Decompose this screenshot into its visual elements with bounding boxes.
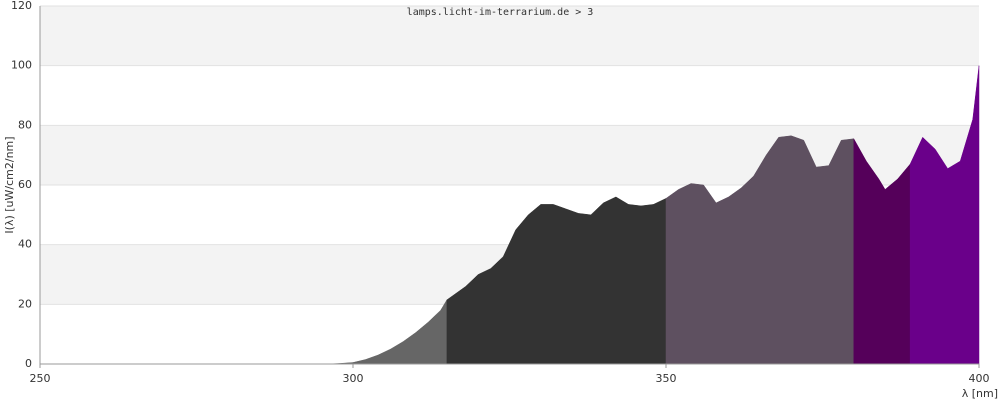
x-tick-label: 250: [30, 372, 51, 385]
area: [446, 196, 667, 365]
x-tick-label: 300: [343, 372, 364, 385]
area: [909, 65, 980, 365]
grid-band: [40, 6, 979, 66]
y-tick-label: 40: [18, 238, 32, 251]
areas: [40, 65, 980, 365]
y-tick-label: 120: [11, 0, 32, 12]
area: [40, 298, 448, 365]
x-tick-label: 400: [969, 372, 990, 385]
y-tick-label: 0: [25, 357, 32, 370]
chart-title: lamps.licht-im-terrarium.de > 3: [407, 7, 594, 18]
x-axis-label: λ [nm]: [962, 387, 998, 400]
axes: 0 20 40 60 80 100 120 250 300 350 400: [11, 0, 990, 385]
y-axis-label: I(λ) [uW/cm2/nm]: [3, 136, 16, 233]
y-tick-label: 60: [18, 178, 32, 191]
y-tick-label: 20: [18, 297, 32, 310]
area: [665, 135, 855, 365]
x-tick-label: 350: [656, 372, 677, 385]
y-tick-label: 100: [11, 59, 32, 72]
y-tick-label: 80: [18, 118, 32, 131]
